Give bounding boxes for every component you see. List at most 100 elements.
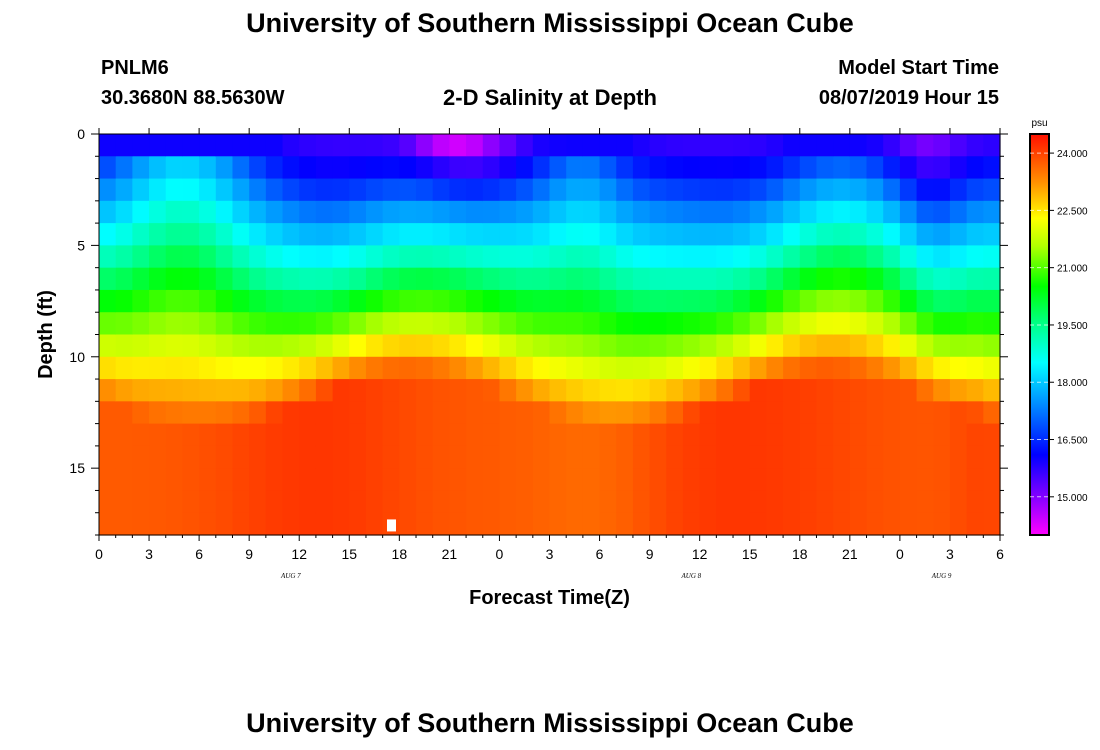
heatmap-cell bbox=[833, 356, 851, 380]
heatmap-cell bbox=[365, 356, 384, 380]
heatmap-cell bbox=[733, 245, 751, 269]
heatmap-cell bbox=[883, 289, 901, 313]
heatmap-cell bbox=[315, 200, 334, 224]
heatmap-cell bbox=[749, 423, 768, 447]
heatmap-cell bbox=[215, 334, 234, 358]
heatmap-cell bbox=[149, 312, 167, 336]
heatmap-cell bbox=[449, 245, 467, 269]
heatmap-cell bbox=[399, 334, 417, 358]
heatmap-cell bbox=[682, 379, 701, 402]
heatmap-cell bbox=[966, 490, 984, 514]
heatmap-cell bbox=[115, 401, 133, 425]
heatmap-cell bbox=[983, 490, 1001, 514]
heatmap-cell bbox=[849, 312, 868, 336]
heatmap-cell bbox=[382, 423, 400, 447]
heatmap-cell bbox=[682, 356, 701, 380]
heatmap-cell bbox=[382, 356, 400, 380]
heatmap-cell bbox=[849, 267, 868, 291]
heatmap-cell bbox=[416, 200, 434, 224]
heatmap-cell bbox=[949, 445, 968, 469]
heatmap-cell bbox=[566, 334, 584, 358]
heatmap-cell bbox=[933, 200, 951, 224]
heatmap-cell bbox=[599, 134, 617, 157]
heatmap-cell bbox=[449, 401, 467, 425]
heatmap-cell bbox=[616, 379, 634, 402]
heatmap-cell bbox=[349, 445, 367, 469]
heatmap-cell bbox=[933, 223, 951, 246]
heatmap-cell bbox=[115, 334, 133, 358]
heatmap-cell bbox=[933, 245, 951, 269]
heatmap-cell bbox=[666, 356, 684, 380]
heatmap-cell bbox=[949, 468, 968, 492]
heatmap-cell bbox=[132, 178, 150, 202]
heatmap-cell bbox=[983, 289, 1001, 313]
heatmap-cell bbox=[232, 468, 250, 492]
heatmap-cell bbox=[716, 490, 734, 514]
heatmap-cell bbox=[432, 512, 450, 536]
heatmap-cell bbox=[649, 512, 667, 536]
heatmap-cell bbox=[549, 245, 567, 269]
heatmap-cell bbox=[799, 312, 818, 336]
heatmap-cell bbox=[265, 245, 284, 269]
heatmap-cell bbox=[99, 490, 117, 514]
heatmap-cell bbox=[399, 423, 417, 447]
heatmap-cell bbox=[883, 200, 901, 224]
heatmap-cell bbox=[182, 178, 200, 202]
heatmap-cell bbox=[766, 223, 784, 246]
heatmap-cell bbox=[682, 134, 701, 157]
heatmap-cell bbox=[299, 200, 317, 224]
heatmap-cell bbox=[282, 334, 300, 358]
heatmap-cell bbox=[816, 379, 834, 402]
heatmap-cell bbox=[499, 423, 517, 447]
x-tick-label: 0 bbox=[896, 546, 904, 562]
colorbar-tick-label: 22.500 bbox=[1057, 206, 1088, 217]
x-tick-label: 15 bbox=[742, 546, 758, 562]
heatmap-cell bbox=[933, 178, 951, 202]
heatmap-cell bbox=[365, 445, 384, 469]
heatmap-cell bbox=[599, 468, 617, 492]
heatmap-cell bbox=[282, 312, 300, 336]
heatmap-cell bbox=[482, 223, 501, 246]
heatmap-cell bbox=[315, 512, 334, 536]
heatmap-cell bbox=[549, 490, 567, 514]
heatmap-cell bbox=[132, 200, 150, 224]
y-axis: 0 5 10 15 bbox=[69, 126, 1008, 536]
heatmap-cell bbox=[816, 156, 834, 180]
heatmap-cell bbox=[282, 445, 300, 469]
heatmap-cell bbox=[466, 178, 484, 202]
heatmap-cell bbox=[549, 445, 567, 469]
heatmap-cell bbox=[399, 468, 417, 492]
heatmap-cell bbox=[332, 289, 350, 313]
heatmap-cell bbox=[883, 423, 901, 447]
heatmap-cell bbox=[299, 468, 317, 492]
heatmap-cell bbox=[99, 445, 117, 469]
heatmap-cell bbox=[499, 356, 517, 380]
heatmap-cell bbox=[983, 312, 1001, 336]
heatmap-cell bbox=[916, 178, 934, 202]
heatmap-cell bbox=[516, 134, 534, 157]
heatmap-cell bbox=[666, 445, 684, 469]
heatmap-cell bbox=[883, 267, 901, 291]
heatmap-cell bbox=[315, 156, 334, 180]
heatmap-cell bbox=[682, 423, 701, 447]
heatmap-cell bbox=[783, 468, 801, 492]
heatmap-cell bbox=[582, 312, 601, 336]
heatmap-cell bbox=[199, 379, 217, 402]
heatmap-cell bbox=[849, 134, 868, 157]
heatmap-cell bbox=[666, 178, 684, 202]
heatmap-cell bbox=[833, 267, 851, 291]
heatmap-cell bbox=[766, 156, 784, 180]
heatmap-cell bbox=[466, 445, 484, 469]
heatmap-cell bbox=[566, 468, 584, 492]
heatmap-cell bbox=[632, 356, 651, 380]
heatmap-cell bbox=[783, 356, 801, 380]
heatmap-cell bbox=[315, 223, 334, 246]
heatmap-cell bbox=[232, 245, 250, 269]
heatmap-cell bbox=[933, 490, 951, 514]
heatmap-cell bbox=[516, 445, 534, 469]
heatmap-cell bbox=[332, 334, 350, 358]
heatmap-cell bbox=[432, 312, 450, 336]
heatmap-cell bbox=[199, 200, 217, 224]
heatmap-cell bbox=[282, 401, 300, 425]
heatmap-cell bbox=[916, 223, 934, 246]
